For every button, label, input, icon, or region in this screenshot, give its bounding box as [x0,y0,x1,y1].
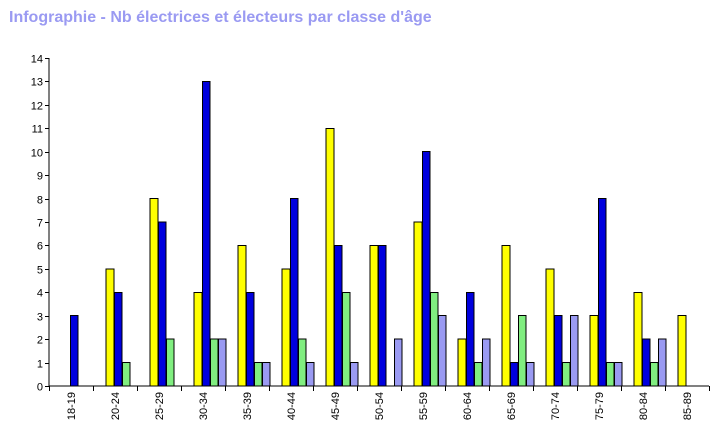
bar-70-74-s4 [570,315,579,387]
x-tick-label-85-89: 85-89 [682,392,694,420]
bar-65-69-s1 [501,244,511,387]
y-tick-label-3: 3 [37,312,43,324]
bar-75-79-s1 [589,315,599,387]
y-tick-label-11: 11 [32,124,43,136]
y-tick-label-5: 5 [37,265,43,277]
x-tick-label-65-69: 65-69 [506,392,518,420]
bars-group [69,80,687,387]
y-tick-label-14: 14 [31,54,43,66]
x-tick-label-70-74: 70-74 [550,392,562,420]
bar-85-89-s1 [677,315,687,387]
bar-30-34-s2 [201,80,211,387]
x-tick-label-55-59: 55-59 [418,392,430,420]
bar-45-49-s1 [325,127,335,387]
chart-title: Infographie - Nb électrices et électeurs… [9,9,432,26]
bar-75-79-s2 [597,198,607,387]
bar-70-74-s2 [553,315,563,387]
y-tick-label-8: 8 [37,195,43,207]
bar-55-59-s1 [413,221,423,387]
bar-50-54-s1 [369,244,379,387]
axes-group [45,58,710,391]
bar-30-34-s3 [209,338,219,387]
x-tick-label-50-54: 50-54 [374,392,386,420]
y-tick-label-10: 10 [31,148,43,160]
x-tick-label-25-29: 25-29 [154,392,166,420]
bar-45-49-s4 [350,362,359,387]
bar-40-44-s4 [306,362,315,387]
bar-80-84-s1 [633,291,643,387]
bar-30-34-s1 [193,291,203,387]
x-tick-label-60-64: 60-64 [462,392,474,420]
bar-80-84-s3 [649,362,659,387]
bar-35-39-s3 [253,362,263,387]
bar-20-24-s1 [105,268,115,387]
bar-65-69-s3 [517,315,527,387]
x-tick-label-40-44: 40-44 [286,392,298,420]
bar-55-59-s3 [429,291,439,387]
bar-50-54-s2 [377,244,387,387]
bar-45-49-s3 [341,291,351,387]
y-tick-label-9: 9 [37,171,43,183]
bar-75-79-s4 [614,362,623,387]
bar-45-49-s2 [333,244,343,387]
bar-55-59-s4 [438,315,447,387]
y-tick-label-13: 13 [31,77,43,89]
x-tick-label-20-24: 20-24 [110,392,122,420]
y-tick-label-1: 1 [37,359,43,371]
bar-70-74-s1 [545,268,555,387]
bar-20-24-s2 [113,291,123,387]
bar-40-44-s3 [297,338,307,387]
bar-55-59-s2 [421,151,431,387]
x-tick-label-75-79: 75-79 [594,392,606,420]
x-tick-label-80-84: 80-84 [638,392,650,420]
y-tick-label-6: 6 [37,241,43,253]
bar-30-34-s4 [218,338,227,387]
y-tick-label-7: 7 [37,218,43,230]
bar-60-64-s4 [482,338,491,387]
x-tick-label-18-19: 18-19 [66,392,78,420]
bar-35-39-s4 [262,362,271,387]
bar-40-44-s1 [281,268,291,387]
x-tick-label-35-39: 35-39 [242,392,254,420]
y-tick-label-2: 2 [37,335,43,347]
bar-35-39-s2 [245,291,255,387]
bar-80-84-s2 [641,338,651,387]
bar-65-69-s4 [526,362,535,387]
x-tick-labels: 18-19 20-24 25-29 30-34 35-39 40-44 45-49 50-54… [66,392,694,420]
bar-18-19-s2 [69,315,79,387]
y-tick-label-4: 4 [37,288,43,300]
bar-25-29-s2 [157,221,167,387]
x-tick-label-30-34: 30-34 [198,392,210,420]
bar-70-74-s3 [561,362,571,387]
bar-50-54-s4 [394,338,403,387]
bar-60-64-s1 [457,338,467,387]
bar-25-29-s1 [149,198,159,387]
bar-25-29-s3 [165,338,175,387]
bar-65-69-s2 [509,362,519,387]
bar-60-64-s2 [465,291,475,387]
bar-80-84-s4 [658,338,667,387]
bar-40-44-s2 [289,198,299,387]
bar-75-79-s3 [605,362,615,387]
bar-35-39-s1 [237,244,247,387]
bar-20-24-s3 [121,362,131,387]
bar-60-64-s3 [473,362,483,387]
y-tick-label-0: 0 [37,382,43,394]
x-tick-label-45-49: 45-49 [330,392,342,420]
y-tick-label-12: 12 [31,101,43,113]
